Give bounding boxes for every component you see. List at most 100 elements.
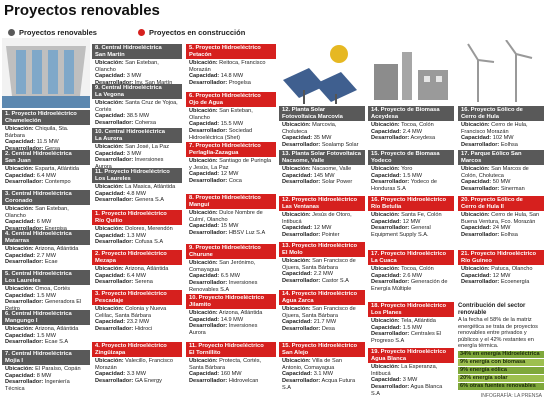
field-label: Capacidad: — [189, 223, 220, 230]
project-header: 12. Planta Solar Fotovoltaica Marcovia — [279, 106, 365, 122]
field-value: Inversiones Aurora — [189, 323, 258, 336]
field-value: San Francisco de Ojuera, Santa Bárbara — [282, 258, 356, 271]
field-value: 6.4 MW — [126, 272, 146, 279]
project-location: Ubicación: Arizona, Atlántida — [189, 310, 273, 317]
project-developer: Desarrollador: Genera S.A — [95, 197, 179, 204]
project-capacity: Capacidad: 1.5 MW — [5, 333, 87, 340]
project-name: Petacón — [189, 51, 212, 58]
project-capacity: Capacidad: 2.6 MW — [371, 273, 451, 280]
project-type: 10. Central Hidroeléctrica — [95, 129, 165, 135]
project-location: Ubicación: Yoro — [371, 166, 451, 173]
project-type: 14. Proyecto Hidroeléctrico — [282, 291, 358, 297]
project-card: 3. Proyecto Hidroeléctrico Pescadaje Ubica… — [92, 290, 182, 334]
field-value: Esparta, Atlántida — [35, 166, 80, 173]
project-header: 17. Parque Eólico San Marcos — [458, 150, 544, 166]
field-label: Desarrollador: — [95, 239, 134, 246]
project-type: 1. Proyecto Hidroeléctrico — [95, 211, 167, 217]
project-name: La Cuaca — [371, 257, 397, 264]
field-value: 11.5 MW — [36, 139, 59, 146]
field-label: Desarrollador: — [371, 279, 410, 286]
project-header: 3. Central Hidroeléctrica Coronado — [2, 190, 90, 206]
project-header: 1. Proyecto Hidroeléctrico Chameleción — [2, 110, 90, 126]
project-header: 10. Central Hidroeléctrica La Aurora — [92, 128, 182, 144]
project-name: Río Quilio — [95, 217, 123, 224]
project-name: Cerro de Hula — [461, 113, 500, 120]
field-label: Ubicación: — [5, 326, 34, 333]
project-name: Mezapa — [95, 257, 116, 264]
project-header: 11. Proyecto Hidroeléctrico El Tornillito — [186, 342, 276, 358]
field-label: Desarrollador: — [189, 229, 228, 236]
project-type: 21. Proyecto Hidroeléctrico — [461, 251, 537, 257]
field-value: Yodeco de Honduras S.A — [371, 179, 437, 192]
project-type: 3. Central Hidroeléctrica — [5, 191, 72, 197]
field-value: Reitoca, Francisco Morazán — [189, 60, 266, 73]
project-name: Matarras — [5, 237, 30, 244]
field-value: Castor S.A — [321, 277, 349, 284]
biomass-illustration — [374, 52, 448, 100]
field-label: Ubicación: — [95, 100, 124, 107]
project-type: 9. Central Hidroeléctrica — [95, 85, 162, 91]
page-title: Proyectos renovables — [4, 2, 160, 19]
project-developer: Desarrollador: Ecae S.A — [5, 339, 87, 346]
field-value: 1.3 MW — [126, 232, 146, 239]
project-location: Ubicación: Marcovia, Choluteca — [282, 122, 362, 135]
project-name: Zingüizapa — [95, 349, 126, 356]
project-developer: Desarrollador: Cofusa S.A — [95, 239, 179, 246]
project-card: 19. Proyecto Hidroeléctrico Agua Blanca Ub… — [368, 348, 454, 398]
field-value: Tela, Atlántida — [401, 318, 436, 325]
project-name: La Vegona — [95, 91, 124, 98]
field-value: HBSV Luz S.A — [228, 229, 266, 236]
field-value: Tocoa, Colón — [401, 122, 434, 129]
field-value: 8 MW — [36, 372, 52, 379]
field-label: Desarrollador: — [5, 339, 44, 346]
field-label: Capacidad: — [5, 219, 36, 226]
field-label: Desarrollador: — [371, 383, 410, 390]
project-name: Los Planes — [371, 309, 402, 316]
project-header: 8. Proyecto Hidroeléctrico Manguí — [186, 194, 276, 210]
field-value: Arizona, Atlántida — [34, 246, 79, 253]
field-value: Protecta, Cortés, Santa Bárbara — [189, 358, 262, 371]
wind-turbines-illustration — [467, 40, 533, 102]
project-header: 1. Proyecto Hidroeléctrico Río Quilio — [92, 210, 182, 226]
field-label: Desarrollador: — [282, 377, 321, 384]
project-developer: Desarrollador: Sociedad Hidroeléctrica (… — [189, 128, 273, 141]
project-header: 5. Proyecto Hidroeléctrico Petacón — [186, 44, 276, 60]
field-value: Agua Blanca S.A — [371, 383, 443, 397]
project-header: 4. Central Hidroeléctrica Matarras — [2, 230, 90, 246]
field-label: Ubicación: — [371, 364, 400, 371]
project-header: 18. Proyecto Hidroeléctrico Los Planes — [368, 302, 454, 318]
field-label: Desarrollador: — [189, 79, 228, 86]
project-location: Ubicación: Santa Fe, Colón — [371, 212, 451, 219]
field-label: Capacidad: — [461, 225, 492, 232]
field-value: Inversiones Renovables S.A — [189, 279, 258, 293]
project-card: 11. Proyecto Hidroeléctrico Los Laureles U… — [92, 168, 182, 205]
project-card: 21. Proyecto Hidroeléctrico Río Guineo Ubi… — [458, 250, 544, 287]
project-location: Ubicación: San Esteban, Olancho — [95, 60, 179, 73]
field-label: Ubicación: — [5, 246, 34, 253]
project-developer: Desarrollador: Hidroci — [95, 326, 179, 333]
field-label: Capacidad: — [371, 218, 402, 225]
field-value: 6 MW — [36, 219, 52, 226]
field-value: 12 MW — [220, 171, 239, 178]
field-value: La Esperanza, Intibucá — [371, 364, 438, 377]
field-label: Desarrollador: — [189, 377, 228, 384]
project-card: 8. Central Hidroeléctrica San Martín Ubica… — [92, 44, 182, 88]
project-header: 14. Proyecto Hidroeléctrico Agua Zarca — [279, 290, 365, 306]
project-capacity: Capacidad: 35 MW — [282, 135, 362, 142]
field-value: Dolores, Merendón — [125, 226, 173, 233]
project-header: 9. Proyecto Hidroeléctrico Churune — [186, 244, 276, 260]
project-name: Coronado — [5, 197, 33, 204]
project-capacity: Capacidad: 8 MW — [5, 373, 87, 380]
project-developer: Desarrollador: Inversiones Renovables S.… — [189, 280, 273, 293]
project-location: Ubicación: Tocoa, Colón — [371, 122, 451, 129]
field-label: Desarrollador: — [95, 377, 134, 384]
field-value: Inversiones Aurora — [95, 157, 164, 170]
project-card: 18. Proyecto Hidroeléctrico Los Planes Ubi… — [368, 302, 454, 346]
legend-building: Proyectos en construcción — [138, 28, 245, 37]
field-label: Ubicación: — [461, 212, 490, 219]
field-value: Ecae S.A — [44, 339, 69, 346]
field-label: Desarrollador: — [95, 157, 134, 164]
project-name: Los Laureles — [95, 175, 131, 182]
field-value: San José, La Paz — [125, 144, 170, 151]
project-developer: Desarrollador: Aceydesa — [371, 135, 451, 142]
